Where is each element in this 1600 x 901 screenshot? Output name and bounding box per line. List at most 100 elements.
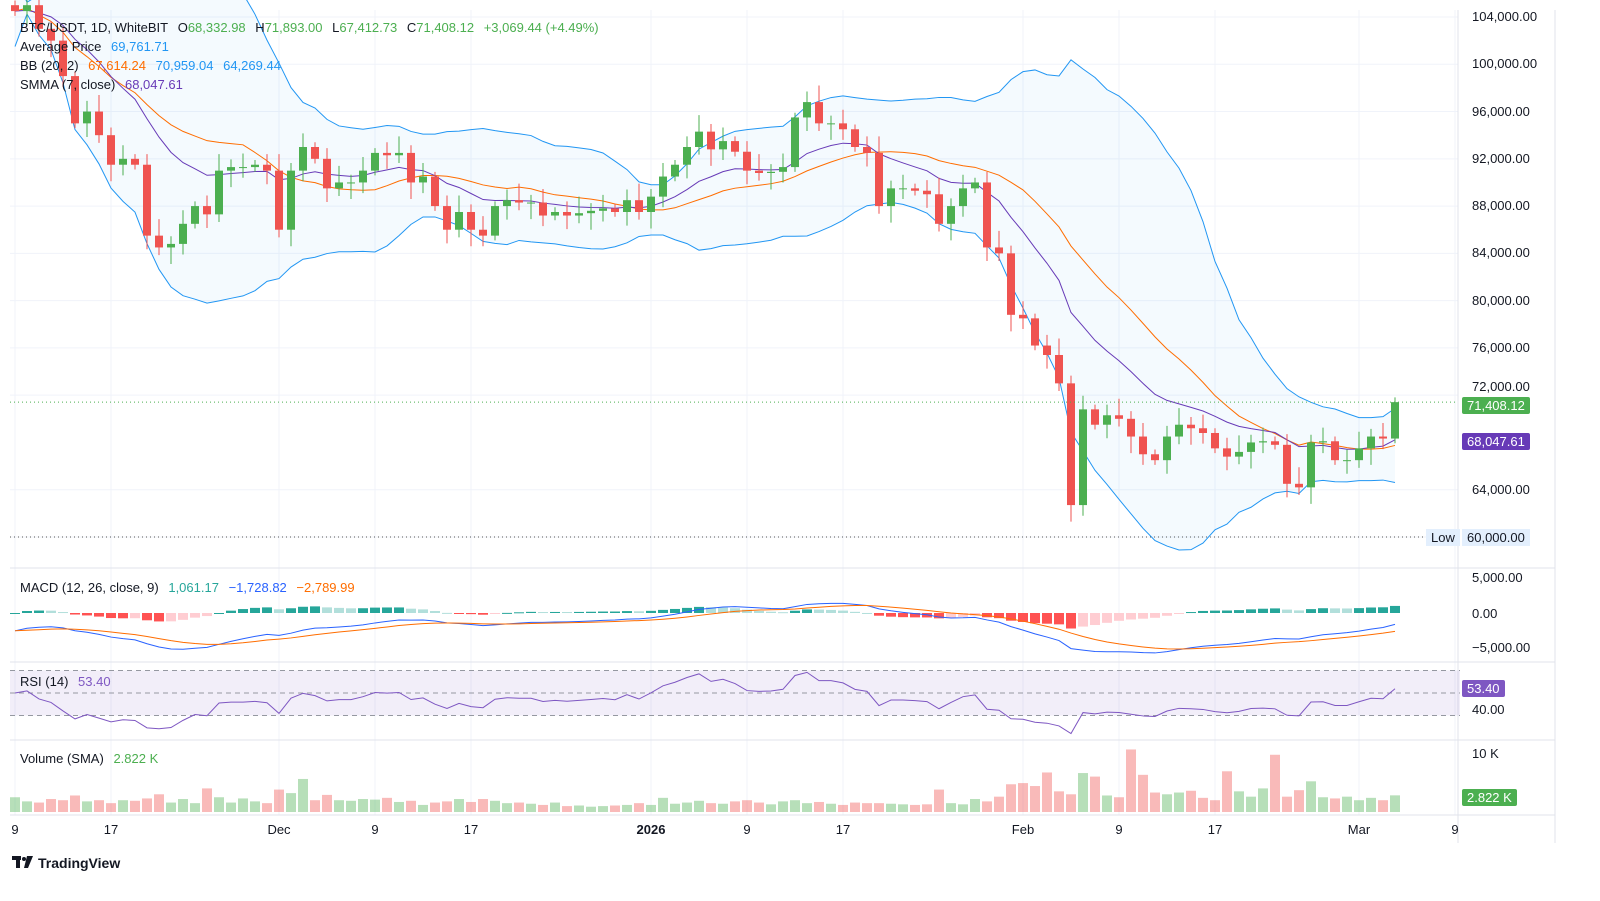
volume-bar xyxy=(142,798,152,812)
volume-value: 2.822 K xyxy=(113,751,159,766)
macd-histogram-bar xyxy=(826,609,836,613)
macd-histogram-bar xyxy=(1246,609,1256,613)
candle-body xyxy=(275,170,283,230)
volume-bar xyxy=(838,804,848,812)
bb-legend[interactable]: BB (20, 2) 67,614.24 70,959.04 64,269.44 xyxy=(20,58,287,73)
candle-body xyxy=(1367,436,1375,449)
candle-body xyxy=(935,194,943,224)
candle-body xyxy=(395,152,403,156)
volume-bar xyxy=(154,794,164,812)
candle-body xyxy=(1343,460,1351,462)
macd-histogram-bar xyxy=(1018,613,1028,622)
volume-bar xyxy=(790,800,800,812)
macd-histogram-bar xyxy=(130,613,140,619)
macd-line xyxy=(14,602,1396,654)
smma-legend[interactable]: SMMA (7, close) 68,047.61 xyxy=(20,77,189,92)
macd-histogram-bar xyxy=(946,613,956,619)
avg-price-legend[interactable]: Average Price 69,761.71 xyxy=(20,39,175,54)
volume-bar xyxy=(1174,792,1184,812)
macd-histogram-bar xyxy=(310,606,320,613)
brand-name: TradingView xyxy=(38,855,121,871)
volume-legend[interactable]: Volume (SMA) 2.822 K xyxy=(20,751,164,766)
macd-histogram-bar xyxy=(802,609,812,613)
volume-bar xyxy=(862,803,872,812)
tradingview-logo[interactable]: TradingView xyxy=(12,855,120,871)
last-price-tag: 71,408.12 xyxy=(1462,397,1530,414)
time-tick: 17 xyxy=(1207,822,1223,837)
volume-bar xyxy=(1258,788,1268,812)
time-tick: 9 xyxy=(11,822,19,837)
bb-upper-line xyxy=(25,0,1396,419)
candle-body xyxy=(1103,415,1111,425)
macd-histogram-bar xyxy=(1222,610,1232,613)
macd-line-value: −1,728.82 xyxy=(228,580,287,595)
bb-upper-value: 70,959.04 xyxy=(155,58,214,73)
macd-histogram-bar xyxy=(1006,613,1016,621)
candle-body xyxy=(527,202,535,204)
volume-bar xyxy=(826,803,836,812)
time-tick: 9 xyxy=(1451,822,1459,837)
candle-body xyxy=(707,131,715,150)
macd-histogram-bar xyxy=(754,610,764,613)
candle-body xyxy=(1391,402,1399,439)
candle-body xyxy=(491,206,499,236)
macd-histogram-bar xyxy=(94,613,104,617)
candle-body xyxy=(1151,454,1159,461)
candle-body xyxy=(23,5,31,12)
volume-bar xyxy=(274,789,284,812)
macd-histogram-bar xyxy=(514,612,524,614)
macd-histogram-bar xyxy=(394,607,404,613)
volume-bar xyxy=(442,801,452,812)
macd-histogram-bar xyxy=(958,613,968,617)
volume-bar xyxy=(910,804,920,812)
candle-body xyxy=(203,206,211,215)
macd-legend[interactable]: MACD (12, 26, close, 9) 1,061.17 −1,728.… xyxy=(20,580,361,595)
macd-histogram-bar xyxy=(1294,610,1304,613)
volume-bar xyxy=(778,801,788,812)
candle-body xyxy=(383,152,391,156)
rsi-legend[interactable]: RSI (14) 53.40 xyxy=(20,674,117,689)
macd-histogram-bar xyxy=(190,613,200,618)
candle-body xyxy=(551,211,559,216)
candle-body xyxy=(743,151,751,171)
candle-body xyxy=(155,235,163,248)
candle-body xyxy=(851,129,859,147)
macd-histogram-bar xyxy=(778,612,788,614)
volume-bar xyxy=(418,804,428,812)
time-tick: 9 xyxy=(371,822,379,837)
volume-bar xyxy=(346,800,356,812)
rsi-tag: 53.40 xyxy=(1462,680,1505,697)
price-tick: 100,000.00 xyxy=(1472,56,1538,72)
volume-bar xyxy=(82,801,92,812)
rsi-line xyxy=(14,671,1396,735)
volume-bar xyxy=(1210,800,1220,812)
candle-body xyxy=(95,111,103,136)
macd-histogram-bar xyxy=(46,610,56,613)
macd-histogram-bar xyxy=(1078,613,1088,627)
smma-price-tag: 68,047.61 xyxy=(1462,433,1530,450)
volume-bar xyxy=(658,797,668,812)
volume-bar xyxy=(490,800,500,812)
macd-histogram-bar xyxy=(574,611,584,613)
candle-body xyxy=(467,211,475,230)
low-marker-value: 60,000.00 xyxy=(1462,529,1530,546)
candle-body xyxy=(899,188,907,190)
candle-body xyxy=(1379,436,1387,439)
volume-label: Volume (SMA) xyxy=(20,751,104,766)
macd-histogram-bar xyxy=(814,609,824,613)
candle-body xyxy=(131,158,139,165)
macd-histogram-bar xyxy=(586,611,596,613)
volume-bar xyxy=(562,806,572,812)
high-label: H xyxy=(255,20,265,35)
macd-hist-value: 1,061.17 xyxy=(168,580,219,595)
macd-histogram-bar xyxy=(1174,613,1184,614)
macd-histogram-bar xyxy=(706,607,716,613)
macd-histogram-bar xyxy=(526,611,536,613)
macd-histogram-bar xyxy=(430,610,440,613)
candle-body xyxy=(323,158,331,189)
volume-bar xyxy=(1162,794,1172,812)
macd-histogram-bar xyxy=(1342,608,1352,613)
candle-body xyxy=(587,210,595,214)
volume-bar xyxy=(1150,792,1160,812)
